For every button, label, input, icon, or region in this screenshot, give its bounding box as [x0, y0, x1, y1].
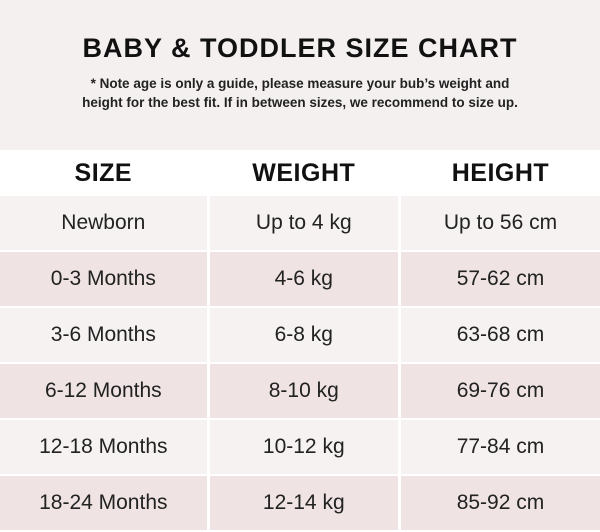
weight-cell: 6-8 kg — [209, 308, 398, 362]
size-cell: 12-18 Months — [0, 420, 207, 474]
height-cell: 85-92 cm — [400, 476, 600, 530]
note-line-2: height for the best fit. If in between s… — [82, 95, 518, 110]
header-size: SIZE — [0, 152, 207, 194]
note-line-1: * Note age is only a guide, please measu… — [90, 76, 510, 91]
height-cell: 57-62 cm — [400, 252, 600, 306]
height-cell: 77-84 cm — [400, 420, 600, 474]
height-cell: Up to 56 cm — [400, 196, 600, 250]
weight-cell: Up to 4 kg — [209, 196, 398, 250]
size-cell: 18-24 Months — [0, 476, 207, 530]
page-title: BABY & TODDLER SIZE CHART — [82, 33, 518, 63]
table-row: 18-24 Months 12-14 kg 85-92 cm — [0, 476, 600, 530]
weight-cell: 8-10 kg — [209, 364, 398, 418]
height-cell: 69-76 cm — [400, 364, 600, 418]
size-cell: 0-3 Months — [0, 252, 207, 306]
table-row: Newborn Up to 4 kg Up to 56 cm — [0, 196, 600, 250]
weight-cell: 12-14 kg — [209, 476, 398, 530]
size-table: SIZE WEIGHT HEIGHT Newborn Up to 4 kg Up t… — [0, 150, 600, 532]
header-height: HEIGHT — [400, 152, 600, 194]
table-row: 12-18 Months 10-12 kg 77-84 cm — [0, 420, 600, 474]
size-cell: 6-12 Months — [0, 364, 207, 418]
weight-cell: 10-12 kg — [209, 420, 398, 474]
header-band: BABY & TODDLER SIZE CHART * Note age is … — [0, 0, 600, 150]
size-cell: 3-6 Months — [0, 308, 207, 362]
table-header-row: SIZE WEIGHT HEIGHT — [0, 152, 600, 194]
table-row: 3-6 Months 6-8 kg 63-68 cm — [0, 308, 600, 362]
table-row: 6-12 Months 8-10 kg 69-76 cm — [0, 364, 600, 418]
header-weight: WEIGHT — [209, 152, 398, 194]
height-cell: 63-68 cm — [400, 308, 600, 362]
size-cell: Newborn — [0, 196, 207, 250]
weight-cell: 4-6 kg — [209, 252, 398, 306]
table-row: 0-3 Months 4-6 kg 57-62 cm — [0, 252, 600, 306]
note: * Note age is only a guide, please measu… — [0, 74, 600, 112]
